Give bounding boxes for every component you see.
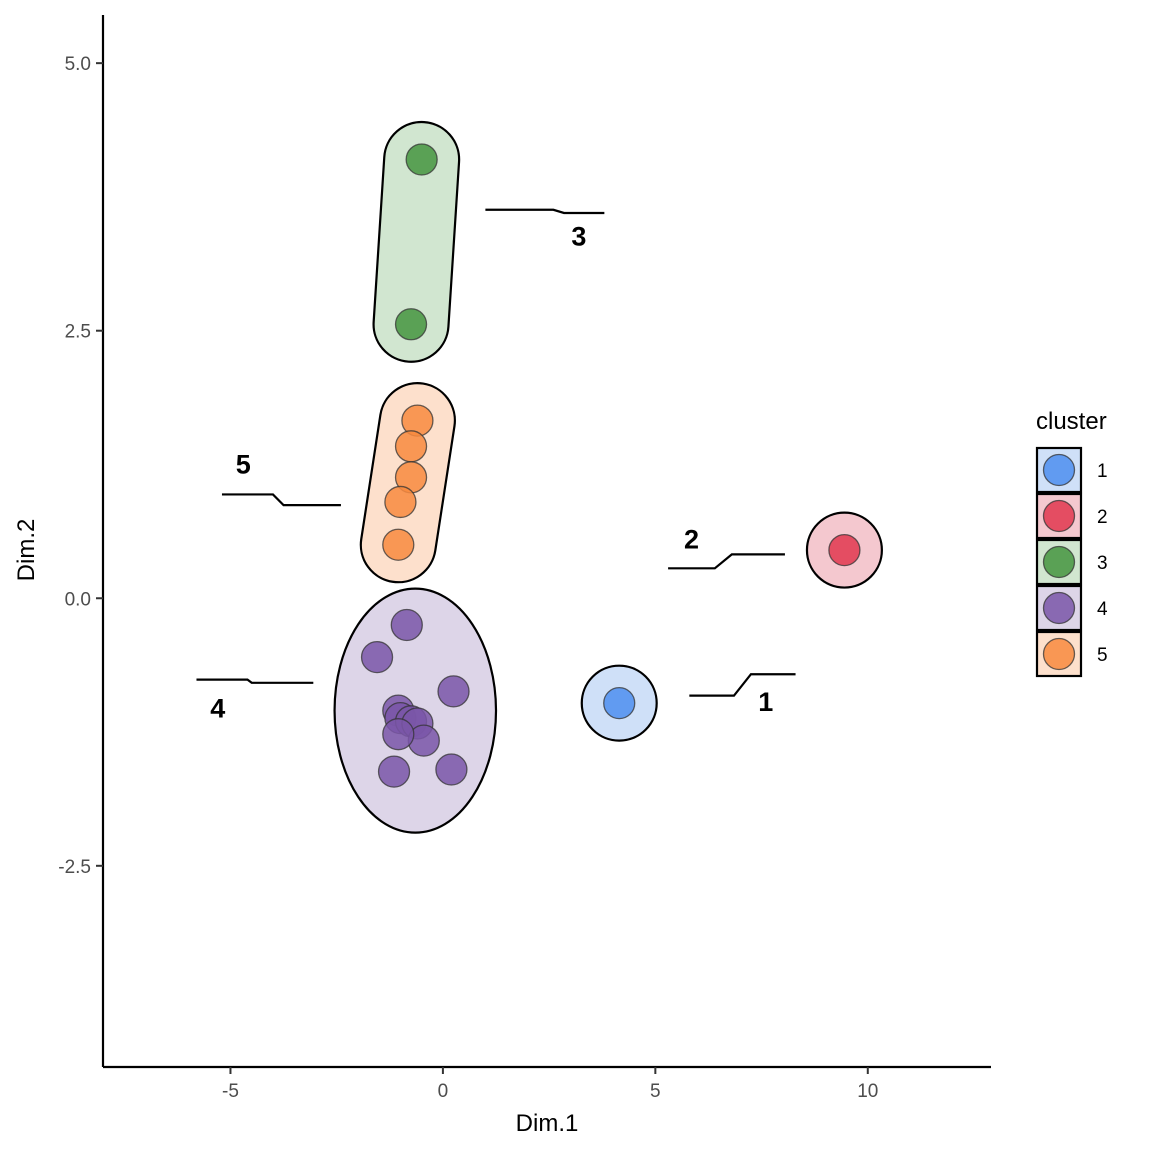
cluster-4-connector — [196, 678, 314, 684]
cluster-5-point — [382, 528, 415, 561]
cluster-4-label: 4 — [210, 693, 225, 723]
cluster-labels: 1 2 3 4 5 — [210, 222, 773, 724]
legend-point-1 — [1042, 453, 1076, 487]
cluster-4-point — [377, 755, 411, 788]
x-tick-label: 5 — [650, 1081, 661, 1102]
cluster-3-connector — [485, 208, 605, 215]
cluster-1-label: 1 — [758, 687, 773, 717]
data-points — [360, 143, 861, 788]
legend-label-2: 2 — [1097, 507, 1108, 528]
cluster-2-label: 2 — [684, 524, 699, 554]
cluster-2-connector — [668, 553, 785, 570]
cluster-3-hull — [372, 120, 461, 363]
cluster-3-label: 3 — [571, 222, 586, 252]
y-tick-label: 2.5 — [65, 322, 91, 343]
cluster-5-point — [394, 430, 428, 463]
legend-label-5: 5 — [1097, 645, 1108, 666]
legend-point-3 — [1042, 545, 1076, 579]
cluster-4-point — [435, 753, 468, 786]
legend-title: cluster — [1036, 408, 1107, 435]
cluster-2-point — [828, 533, 861, 567]
y-tick-label: 5.0 — [65, 54, 91, 75]
cluster-5-label: 5 — [236, 449, 251, 479]
cluster-5-connector — [221, 493, 341, 507]
legend-point-4 — [1042, 591, 1076, 625]
x-tick-label: -5 — [222, 1081, 239, 1102]
cluster-1-connector — [689, 673, 796, 697]
y-tick-label: -2.5 — [58, 857, 91, 878]
y-tick-label: 0.0 — [65, 589, 91, 610]
cluster-4-point — [382, 718, 415, 751]
cluster-3-point — [405, 143, 438, 176]
cluster-4-point — [437, 675, 470, 708]
cluster-4-point — [360, 640, 394, 674]
cluster-5-point — [384, 485, 417, 519]
y-axis-title: Dim.2 — [13, 519, 40, 582]
legend-point-2 — [1042, 499, 1076, 533]
cluster-3-point — [394, 308, 428, 341]
label-connectors — [196, 208, 796, 697]
x-axis-title: Dim.1 — [516, 1110, 579, 1137]
x-tick-label: 0 — [438, 1081, 449, 1102]
cluster-1-point — [603, 686, 636, 720]
legend-label-4: 4 — [1097, 599, 1108, 620]
x-tick-label: 10 — [857, 1081, 878, 1102]
cluster-4-point — [390, 608, 423, 642]
legend-label-3: 3 — [1097, 553, 1108, 574]
legend-label-1: 1 — [1097, 461, 1108, 482]
axes: -5 0 5 10 -2.5 0.0 2.5 5.0 — [58, 15, 991, 1102]
legend: cluster 1 2 3 4 5 — [1035, 408, 1108, 678]
legend-point-5 — [1042, 637, 1076, 671]
